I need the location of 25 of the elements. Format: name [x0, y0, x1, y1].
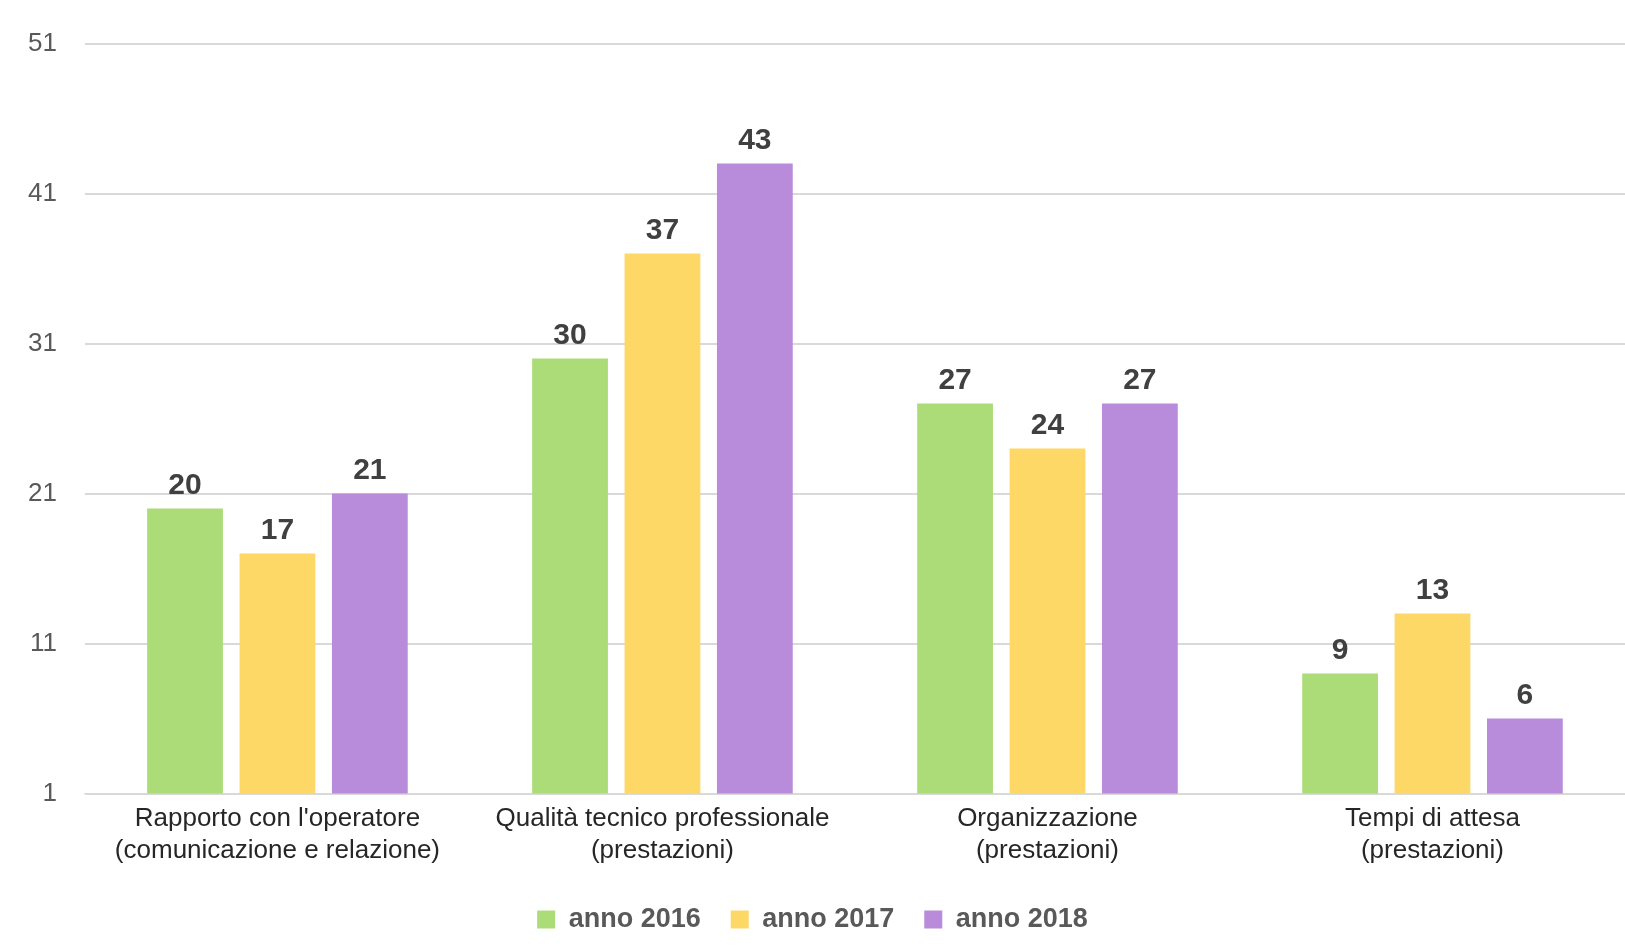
data-label: 27	[938, 361, 972, 395]
legend-label: anno 2018	[955, 902, 1088, 933]
y-tick-label: 1	[42, 776, 57, 807]
data-label: 30	[553, 316, 587, 350]
data-label: 24	[1030, 406, 1065, 440]
y-tick-label: 11	[29, 626, 57, 657]
data-label: 17	[260, 511, 295, 545]
y-tick-label: 51	[28, 26, 57, 57]
y-tick-label: 41	[28, 176, 57, 207]
data-label: 43	[738, 121, 772, 155]
data-label: 21	[353, 451, 387, 485]
y-tick-label: 31	[28, 326, 57, 357]
legend-label: anno 2016	[568, 902, 701, 933]
data-label: 13	[1415, 571, 1450, 605]
data-label: 9	[1331, 631, 1349, 665]
y-tick-label: 21	[28, 476, 57, 507]
data-label: 37	[645, 211, 680, 245]
x-tick-label: Tempi di attesa (prestazioni)	[1345, 802, 1521, 864]
data-label: 6	[1516, 676, 1534, 710]
data-label: 27	[1123, 361, 1157, 395]
x-tick-label: Qualità tecnico professionale (prestazioni)	[495, 802, 830, 864]
data-label: 20	[168, 466, 202, 500]
legend-label: anno 2017	[762, 902, 895, 933]
x-tick-label: Rapporto con l'operatore (comunicazione e relazione)	[114, 802, 441, 864]
x-tick-label: Organizzazione (prestazioni)	[957, 802, 1138, 864]
